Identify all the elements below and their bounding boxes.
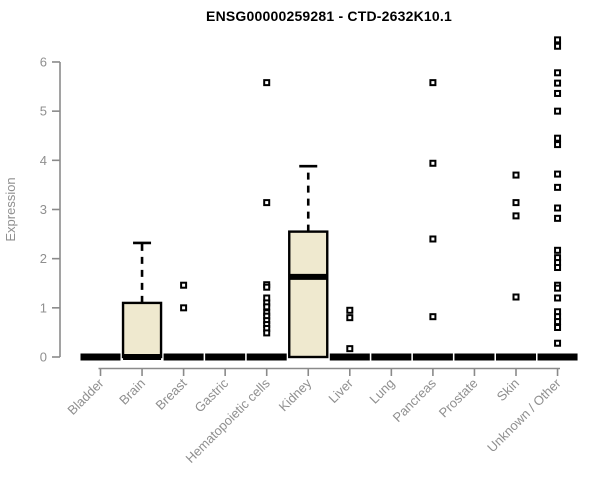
- outlier-point: [554, 318, 562, 326]
- outlier-point: [554, 79, 562, 87]
- outlier-point: [180, 281, 188, 289]
- y-tick-label: 6: [40, 54, 47, 69]
- outlier-point: [346, 345, 354, 353]
- outlier-point: [554, 89, 562, 97]
- outlier-point: [263, 283, 271, 291]
- y-tick-label: 1: [40, 300, 47, 315]
- outlier-point: [429, 79, 437, 87]
- outlier-point: [180, 304, 188, 312]
- outlier-point: [554, 134, 562, 142]
- outlier-point: [346, 314, 354, 322]
- outlier-point: [346, 306, 354, 314]
- outlier-point: [554, 170, 562, 178]
- outlier-point: [554, 246, 562, 254]
- outlier-point: [554, 42, 562, 50]
- outlier-point: [512, 293, 520, 301]
- outlier-point: [512, 171, 520, 179]
- x-tick-label: Skin: [494, 376, 522, 404]
- y-tick-label: 0: [40, 350, 47, 365]
- chart-title: ENSG00000259281 - CTD-2632K10.1: [206, 8, 452, 24]
- y-tick-label: 3: [40, 202, 47, 217]
- x-tick-label: Brain: [116, 376, 148, 408]
- outlier-point: [429, 235, 437, 243]
- outlier-point: [554, 264, 562, 272]
- outlier-point: [263, 329, 271, 337]
- outlier-point: [429, 313, 437, 321]
- y-tick-label: 5: [40, 104, 47, 119]
- y-tick-label: 4: [40, 153, 47, 168]
- outlier-point: [554, 69, 562, 77]
- x-tick-label: Lung: [366, 376, 397, 407]
- box: [121, 301, 163, 359]
- y-tick-label: 2: [40, 251, 47, 266]
- outlier-point: [554, 183, 562, 191]
- outlier-point: [554, 204, 562, 212]
- x-tick-label: Liver: [325, 375, 356, 406]
- x-tick-label: Unknown / Other: [484, 375, 564, 455]
- outlier-point: [429, 159, 437, 167]
- outlier-point: [554, 294, 562, 302]
- outlier-point: [263, 199, 271, 207]
- outlier-point: [554, 107, 562, 115]
- outlier-point: [554, 339, 562, 347]
- outlier-point: [554, 141, 562, 149]
- x-tick-label: Prostate: [436, 376, 481, 421]
- x-tick-label: Kidney: [276, 375, 315, 414]
- outlier-point: [263, 303, 271, 311]
- box: [288, 230, 329, 359]
- outlier-point: [554, 214, 562, 222]
- outlier-point: [554, 36, 562, 44]
- outlier-point: [263, 79, 271, 87]
- outlier-point: [554, 284, 562, 292]
- outlier-point: [512, 199, 520, 207]
- x-tick-label: Pancreas: [390, 375, 440, 425]
- x-tick-label: Gastric: [192, 375, 232, 415]
- outlier-point: [512, 212, 520, 220]
- x-tick-label: Bladder: [64, 375, 107, 418]
- x-tick-label: Breast: [153, 375, 190, 412]
- outlier-point: [554, 323, 562, 331]
- y-axis-title: Expression: [3, 177, 18, 241]
